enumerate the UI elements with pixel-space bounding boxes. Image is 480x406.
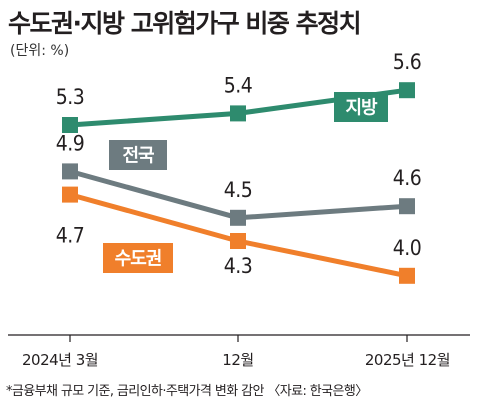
x-tick-label: 2025년 12월 (365, 351, 450, 369)
series-marker (62, 186, 78, 203)
legend-label: 수도권 (115, 249, 162, 270)
x-tick-label: 12월 (222, 351, 253, 369)
data-label: 5.6 (393, 50, 422, 74)
legend-tag (109, 140, 167, 170)
data-label: 4.0 (393, 236, 422, 260)
series-marker (230, 209, 246, 226)
series-marker (62, 163, 78, 180)
chart-title: 수도권·지방 고위험가구 비중 추정치 (8, 9, 362, 38)
data-label: 4.7 (56, 224, 85, 248)
legend-label: 지방 (345, 98, 378, 119)
legend-label: 전국 (122, 146, 154, 167)
series-marker (399, 198, 415, 215)
data-label: 4.3 (224, 254, 253, 278)
data-label: 5.3 (56, 85, 85, 109)
legend-tag (103, 243, 173, 273)
data-label: 4.9 (56, 131, 85, 155)
data-label: 4.6 (393, 166, 422, 190)
legend-tag (334, 92, 388, 122)
series-marker (399, 82, 415, 99)
unit-label: (단위: %) (10, 43, 70, 59)
series-marker (230, 233, 246, 249)
data-label: 5.4 (224, 73, 253, 97)
footnote: *금융부채 규모 기준, 금리인하·주택가격 변화 감안 〈자료: 한국은행〉 (6, 384, 368, 399)
x-tick-label: 2024년 3월 (22, 351, 98, 369)
series-marker (399, 267, 415, 284)
series-marker (230, 105, 246, 122)
data-label: 4.5 (224, 178, 253, 202)
series-marker (62, 117, 78, 133)
